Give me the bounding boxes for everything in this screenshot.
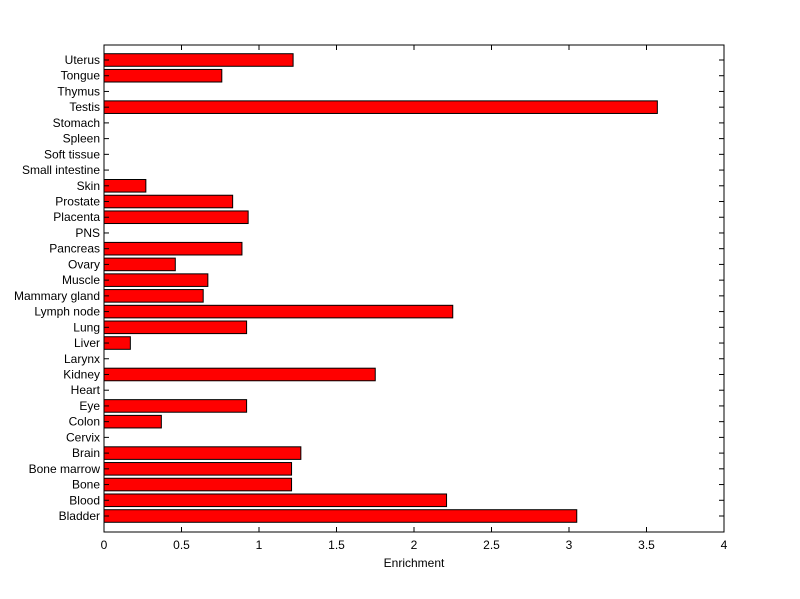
bar-tongue bbox=[103, 68, 223, 83]
y-tick-label: Kidney bbox=[63, 367, 100, 381]
y-tick-label: Bladder bbox=[59, 509, 100, 523]
y-tick-label: PNS bbox=[75, 226, 100, 240]
bar-prostate bbox=[103, 194, 234, 209]
bar-ovary bbox=[103, 257, 176, 272]
bar-colon bbox=[103, 414, 162, 429]
y-tick-label: Small intestine bbox=[22, 163, 100, 177]
bar-testis bbox=[103, 100, 658, 114]
y-tick-label: Ovary bbox=[68, 257, 100, 271]
y-tick-label: Tongue bbox=[61, 69, 101, 83]
y-tick-label: Cervix bbox=[66, 430, 100, 444]
y-tick-label: Blood bbox=[69, 493, 100, 507]
y-tick-label: Testis bbox=[69, 100, 100, 114]
x-tick-label: 0.5 bbox=[173, 538, 190, 552]
bar-lung bbox=[103, 320, 248, 335]
bar-eye bbox=[103, 399, 248, 413]
y-tick-label: Spleen bbox=[63, 132, 100, 146]
y-tick-label: Bone bbox=[72, 478, 100, 492]
y-tick-label: Uterus bbox=[65, 53, 100, 67]
bar-mammary-gland bbox=[103, 289, 204, 303]
y-tick-label: Muscle bbox=[62, 273, 100, 287]
bar-pancreas bbox=[103, 241, 243, 256]
x-tick-label: 3.5 bbox=[638, 538, 655, 552]
y-tick-label: Prostate bbox=[55, 195, 100, 209]
x-tick-label: 4 bbox=[721, 538, 728, 552]
x-axis: 0 0.5 1 1.5 2 2.5 3 3.5 4 bbox=[101, 45, 728, 552]
y-tick-label: Stomach bbox=[53, 116, 100, 130]
y-tick-label: Liver bbox=[74, 336, 100, 350]
bar-brain bbox=[103, 446, 302, 460]
x-tick-label: 1 bbox=[256, 538, 263, 552]
x-tick-label: 3 bbox=[566, 538, 573, 552]
bar-bone bbox=[103, 477, 293, 492]
y-tick-label: Eye bbox=[79, 399, 100, 413]
y-tick-label: Mammary gland bbox=[14, 289, 100, 303]
y-tick-label: Bone marrow bbox=[29, 462, 101, 476]
bar-placenta bbox=[103, 210, 249, 225]
x-axis-label: Enrichment bbox=[384, 556, 445, 570]
bar-lymph-node bbox=[103, 304, 454, 319]
y-tick-label: Soft tissue bbox=[44, 147, 100, 161]
bar-muscle bbox=[103, 273, 209, 287]
y-tick-label: Pancreas bbox=[49, 242, 100, 256]
y-tick-label: Heart bbox=[71, 383, 101, 397]
bar-bone-marrow bbox=[103, 462, 293, 476]
y-tick-label: Skin bbox=[77, 179, 100, 193]
x-tick-label: 0 bbox=[101, 538, 108, 552]
y-tick-label: Brain bbox=[72, 446, 100, 460]
bar-kidney bbox=[103, 367, 376, 382]
x-tick-label: 2 bbox=[411, 538, 418, 552]
y-tick-label: Lung bbox=[73, 320, 100, 334]
bar-bladder bbox=[103, 509, 578, 523]
x-tick-label: 2.5 bbox=[483, 538, 500, 552]
y-tick-label: Placenta bbox=[53, 210, 100, 224]
y-tick-label: Lymph node bbox=[34, 305, 100, 319]
bar-uterus bbox=[103, 53, 294, 67]
y-tick-label: Thymus bbox=[57, 84, 100, 98]
x-tick-label: 1.5 bbox=[328, 538, 345, 552]
bar-blood bbox=[103, 493, 448, 508]
y-tick-label: Larynx bbox=[64, 352, 100, 366]
y-tick-label: Colon bbox=[69, 415, 100, 429]
bar-skin bbox=[103, 179, 147, 193]
